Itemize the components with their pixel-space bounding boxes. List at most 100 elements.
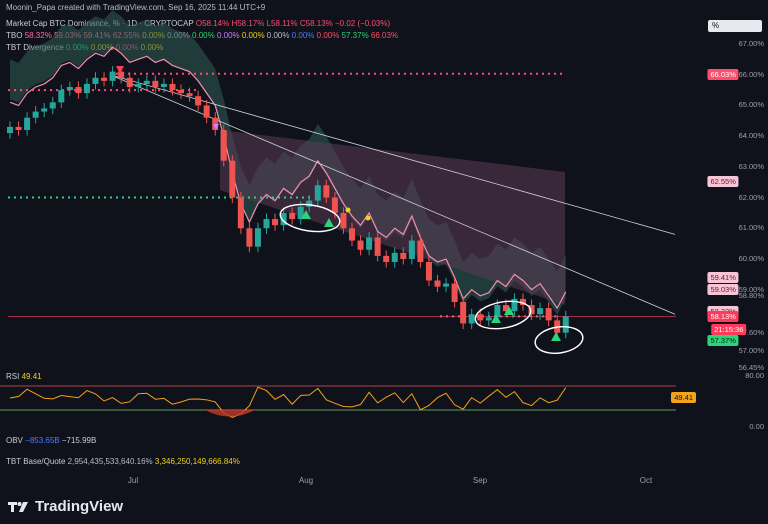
x-tick-aug: Aug <box>298 476 314 485</box>
rsi-label: RSI <box>6 372 20 381</box>
highlight-circle <box>534 326 584 354</box>
candle-body <box>545 308 552 321</box>
obv-value-1: −853.65B <box>25 436 60 445</box>
candle-body <box>263 219 270 229</box>
price-tag: 58.13% <box>707 311 739 323</box>
candle-body <box>178 90 184 94</box>
tbo-value: 0.00% <box>241 31 265 40</box>
rsi-line <box>9 386 567 418</box>
price-axis-tick: 59.00% <box>738 284 764 294</box>
tbo-value: 0.00% <box>192 31 215 40</box>
candle-body <box>520 298 526 306</box>
highlight-circle <box>279 203 341 233</box>
price-axis-tick: 56.45% <box>738 363 764 372</box>
candle-body <box>220 129 227 161</box>
price-tag: 59.03% <box>707 283 739 295</box>
signal-dot <box>365 215 371 221</box>
divergence-marker <box>213 124 219 130</box>
ohlc-open: O58.14% <box>195 19 230 28</box>
chart-caption: Moonin_Papa created with TradingView.com… <box>6 3 266 12</box>
candle-body <box>272 219 279 226</box>
candle-body <box>417 240 424 263</box>
price-tag: 57.37% <box>707 334 739 346</box>
candle-body <box>66 86 73 91</box>
ohlc-low: L58.11% <box>266 19 298 28</box>
tbt-value: 0.00% <box>65 43 89 52</box>
tbo-fast-line <box>9 46 567 310</box>
price-tag: 58.32% <box>707 305 739 317</box>
tbt-base-label: TBT Base/Quote <box>6 457 66 466</box>
tbo-value: 0.00% <box>266 31 290 40</box>
trend-line <box>109 74 676 315</box>
candle-body <box>135 83 142 87</box>
candle-body <box>58 90 65 103</box>
ohlc-close: C58.13% <box>299 19 333 28</box>
brand-name: TradingView <box>35 498 124 515</box>
tbo-cloud <box>10 10 566 315</box>
rsi-legend[interactable]: RSI 49.41 <box>6 372 42 381</box>
candle-body <box>203 105 210 118</box>
sell-signal-marker <box>116 66 124 74</box>
candle-body <box>323 185 330 198</box>
candle-body <box>126 77 133 87</box>
price-axis-tick: 67.00% <box>738 39 764 48</box>
candle-body <box>554 320 561 333</box>
candle-body <box>280 212 287 226</box>
tbo-legend[interactable]: TBO 58.32% 59.03% 59.41% 62.55% 0.00% 0.… <box>6 31 398 40</box>
price-axis-tick: 58.80% <box>738 290 764 300</box>
rsi-axis-0: 0.00 <box>749 422 764 431</box>
candle-body <box>289 212 296 220</box>
tbt-divergence-legend[interactable]: TBT Divergence 0.00% 0.00% 0.00% 0.00% <box>6 43 163 52</box>
candle-body <box>374 237 381 256</box>
candle-body <box>314 185 321 201</box>
candle-body <box>24 117 31 130</box>
candle-body <box>391 252 398 263</box>
candle-body <box>254 228 261 247</box>
tbt-base-legend[interactable]: TBT Base/Quote 2,954,435,533,640.16% 3,3… <box>6 457 240 466</box>
tbt-value: 0.00% <box>90 43 114 52</box>
obv-legend[interactable]: OBV −853.65B −715.99B <box>6 436 96 445</box>
candle-body <box>349 228 355 241</box>
rsi-axis-80: 80.00 <box>745 371 764 380</box>
price-tag: 59.41% <box>707 272 739 284</box>
x-tick-oct: Oct <box>639 476 653 485</box>
candle-body <box>502 305 509 312</box>
unit-toggle-button[interactable]: % <box>708 20 762 32</box>
candle-body <box>143 80 150 84</box>
tbo-label: TBO <box>6 31 23 40</box>
tbo-value: 59.03% <box>54 31 82 40</box>
candle-body <box>49 102 56 109</box>
price-axis-tick: 64.00% <box>738 131 764 141</box>
symbol-legend[interactable]: Market Cap BTC Dominance, % · 1D · CRYPT… <box>6 19 390 28</box>
candle-body <box>195 96 202 106</box>
tbt-value: 0.00% <box>140 43 164 52</box>
price-tag: 62.55% <box>707 175 739 187</box>
candle-body <box>152 80 159 87</box>
tbt-base-value-2: 3,346,250,149,666.84% <box>154 457 240 466</box>
candle-body <box>400 252 407 259</box>
candle-body <box>229 160 236 198</box>
candle-body <box>468 314 475 324</box>
candle-body <box>477 314 484 321</box>
tradingview-logo[interactable]: TradingView <box>8 498 123 515</box>
buy-signal-marker <box>324 218 334 227</box>
obv-value-2: −715.99B <box>61 436 97 445</box>
candle-body <box>331 197 338 213</box>
rsi-oversold-fill <box>205 410 255 417</box>
tbo-value: 0.00% <box>167 31 190 40</box>
candle-body <box>562 316 569 333</box>
candle-body <box>485 317 492 321</box>
price-tag: 21:15:36 <box>711 323 747 335</box>
candle-body <box>451 283 458 302</box>
buy-signal-marker <box>491 314 501 323</box>
ohlc-change: −0.02 (−0.03%) <box>335 19 391 28</box>
candle-body <box>366 237 373 250</box>
candle-body <box>237 197 244 229</box>
candle-body <box>15 126 22 130</box>
trend-line <box>109 74 676 235</box>
tbt-label: TBT Divergence <box>6 43 64 52</box>
tbt-base-value-1: 2,954,435,533,640.16% <box>67 457 153 466</box>
candle-body <box>297 206 304 220</box>
tbo-cloud-forecast <box>220 130 565 305</box>
